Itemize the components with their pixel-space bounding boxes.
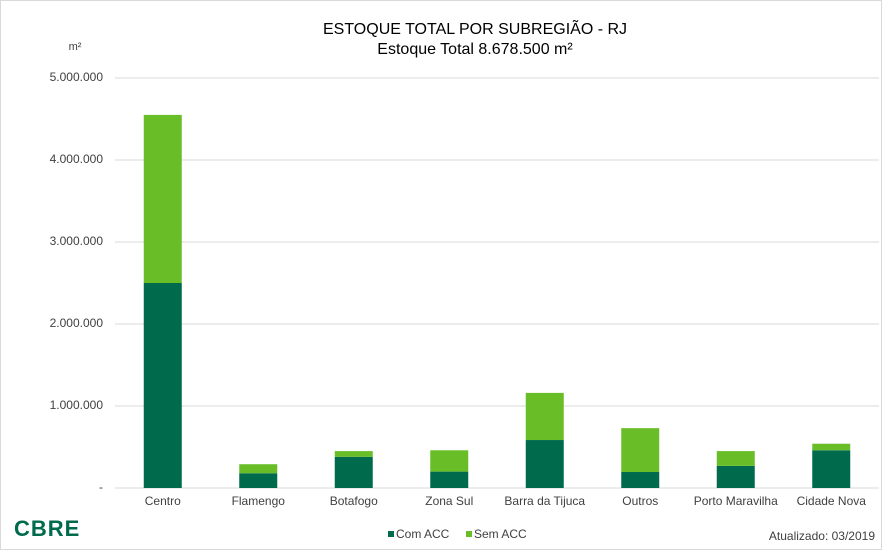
bar-segment — [334, 456, 373, 488]
legend-swatch — [388, 531, 394, 537]
bar-segment — [525, 440, 564, 488]
x-tick-label: Barra da Tijuca — [504, 494, 585, 508]
bar-segment — [621, 472, 660, 488]
y-tick-label: 5.000.000 — [50, 70, 104, 84]
x-tick-label: Cidade Nova — [797, 494, 867, 508]
bar-segment — [812, 443, 851, 451]
y-tick-label: 1.000.000 — [50, 398, 104, 412]
chart-subtitle: Estoque Total 8.678.500 m² — [377, 41, 573, 58]
legend-swatch — [466, 531, 472, 537]
x-tick-label: Porto Maravilha — [694, 494, 778, 508]
bar-segment — [143, 283, 182, 488]
x-tick-label: Botafogo — [330, 494, 378, 508]
bar-segment — [430, 450, 469, 472]
bar-segment — [239, 473, 278, 488]
bar-segment — [812, 450, 851, 488]
y-tick-label: 3.000.000 — [50, 234, 104, 248]
chart-title: ESTOQUE TOTAL POR SUBREGIÃO - RJ — [323, 18, 627, 38]
bar-segment — [716, 451, 755, 466]
y-tick-label: 4.000.000 — [50, 152, 104, 166]
y-axis-label: m² — [69, 41, 82, 53]
bar-segment — [143, 114, 182, 284]
x-tick-label: Centro — [145, 494, 181, 508]
bar-segment — [621, 428, 660, 473]
y-tick-label: 2.000.000 — [50, 316, 104, 330]
logo: CBRE — [14, 516, 80, 541]
bar-segment — [334, 451, 373, 457]
y-tick-label: - — [99, 480, 103, 494]
x-tick-label: Zona Sul — [425, 494, 473, 508]
legend-label: Sem ACC — [474, 527, 527, 541]
footer-note: Atualizado: 03/2019 — [769, 529, 875, 543]
x-tick-label: Outros — [622, 494, 658, 508]
legend-label: Com ACC — [396, 527, 450, 541]
bar-segment — [716, 465, 755, 488]
x-tick-label: Flamengo — [232, 494, 286, 508]
bar-segment — [430, 471, 469, 488]
bar-segment — [525, 392, 564, 441]
bar-segment — [239, 464, 278, 474]
